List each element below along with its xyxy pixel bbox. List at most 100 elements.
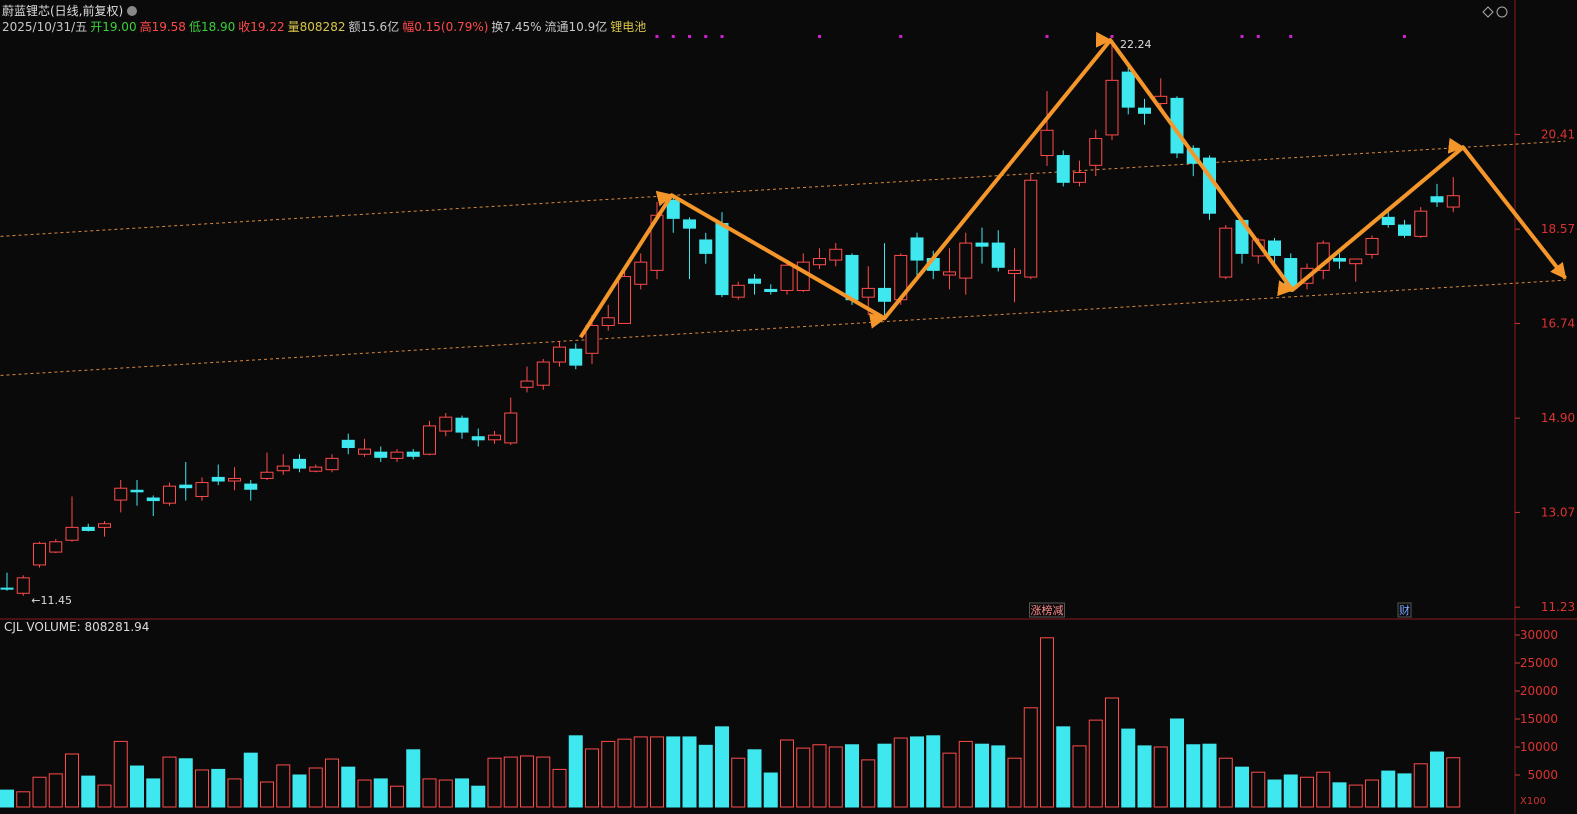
candle-body: [146, 497, 160, 502]
volume-bar: [828, 746, 843, 808]
signal-dot: [1110, 35, 1114, 38]
event-box: [1029, 602, 1065, 618]
volume-bar: [1251, 771, 1266, 808]
volume-bar: [178, 758, 193, 808]
candle-body: [406, 451, 420, 457]
zigzag-line: [578, 31, 1567, 339]
volume-bar: [1105, 697, 1119, 808]
volume-bar: [568, 735, 583, 808]
volume-bar: [325, 758, 339, 808]
volume-bar: [1023, 707, 1038, 808]
header: 蔚蓝锂芯(日线,前复权) 2025/10/31/五 开19.00 高19.58 低18…: [2, 3, 649, 35]
candle-body: [0, 587, 14, 590]
price-annotation: ←11.45: [31, 594, 72, 607]
candle-body: [601, 317, 615, 326]
y-tick-label: 14.90: [1541, 411, 1575, 425]
volume-bar: [633, 736, 648, 808]
volume-bar: [1040, 637, 1054, 808]
volume-bar: [146, 778, 161, 808]
diamond-icon[interactable]: [1482, 6, 1494, 18]
candle-body: [1040, 129, 1054, 157]
candle-body: [845, 254, 859, 301]
signal-dot: [671, 35, 675, 38]
volume-bar: [1300, 776, 1314, 808]
candle-body: [114, 487, 128, 501]
candle-body: [959, 242, 973, 279]
signal-dot: [818, 35, 821, 38]
y-tick-label: 11.23: [1541, 600, 1575, 614]
volume-bar: [406, 749, 421, 808]
event-tag: 涨榜减: [1031, 603, 1064, 617]
candle-body: [81, 526, 95, 531]
candle-body: [748, 278, 761, 284]
volume-bar: [438, 779, 453, 808]
channel-line: [0, 140, 1566, 237]
candle-body: [374, 451, 388, 458]
signal-dot: [1256, 35, 1260, 38]
quote-item: 锂电池: [610, 20, 647, 34]
signal-dot: [688, 35, 691, 38]
volume-bar: [243, 752, 258, 808]
volume-bar: [877, 743, 892, 808]
volume-bar: [601, 740, 616, 808]
candle-body: [1203, 157, 1216, 214]
volume-bar: [1267, 779, 1282, 808]
signal-dot: [704, 35, 708, 38]
y-tick-label: 16.74: [1541, 316, 1575, 330]
price-annotation: 22.24: [1120, 38, 1152, 51]
volume-bar: [162, 756, 177, 808]
candle-body: [260, 471, 274, 479]
candle-body: [1430, 196, 1444, 203]
volume-bar: [520, 755, 534, 808]
volume-tick-label: 20000: [1520, 684, 1558, 698]
quote-item: 收19.22: [238, 20, 285, 34]
volume-bar: [942, 752, 957, 808]
volume-bar: [341, 766, 356, 808]
volume-bar: [1413, 763, 1428, 808]
volume-bar: [1121, 728, 1136, 808]
volume-bar: [260, 781, 274, 808]
candle-body: [293, 458, 306, 469]
candle-body: [98, 523, 111, 528]
y-tick-label: 18.57: [1541, 222, 1575, 236]
circle-icon[interactable]: [1496, 6, 1508, 18]
candle-body: [1398, 224, 1411, 236]
volume-bar: [1397, 773, 1412, 808]
candle-body: [780, 264, 794, 291]
volume-bar: [195, 769, 209, 808]
candle-body: [276, 465, 290, 472]
volume-bar: [780, 739, 794, 808]
signal-dot: [1045, 35, 1049, 38]
volume-bar: [845, 744, 859, 808]
volume-tick-label: 15000: [1520, 712, 1558, 726]
volume-bar: [536, 756, 551, 808]
volume-bar: [552, 768, 567, 808]
candle-body: [341, 439, 355, 449]
y-tick-label: 20.41: [1541, 127, 1575, 141]
volume-bar: [1348, 784, 1363, 808]
signal-dot: [1240, 35, 1244, 38]
candle-body: [813, 258, 826, 266]
candle-body: [65, 526, 79, 541]
quote-item: 幅0.15(0.79%): [402, 20, 489, 34]
volume-bar: [715, 726, 729, 808]
volume-bar: [227, 778, 242, 808]
volume-bar: [422, 778, 437, 808]
quote-item: 额15.6亿: [348, 20, 400, 34]
candle-body: [49, 541, 63, 553]
signal-dot: [1289, 35, 1293, 38]
volume-bar: [487, 757, 502, 808]
candle-body: [179, 484, 193, 489]
candle-body: [1089, 138, 1103, 166]
volume-bar: [812, 744, 827, 808]
candle-body: [764, 288, 778, 292]
candle-body: [829, 248, 843, 261]
volume-bar: [1381, 770, 1396, 808]
menu-icon[interactable]: [127, 6, 138, 16]
volume-bar: [682, 736, 697, 808]
event-tag: 财: [1399, 603, 1410, 617]
candle-body: [536, 361, 550, 386]
volume-bar: [373, 778, 388, 808]
quote-row: 2025/10/31/五 开19.00 高19.58 低18.90 收19.22 量808…: [2, 19, 649, 35]
